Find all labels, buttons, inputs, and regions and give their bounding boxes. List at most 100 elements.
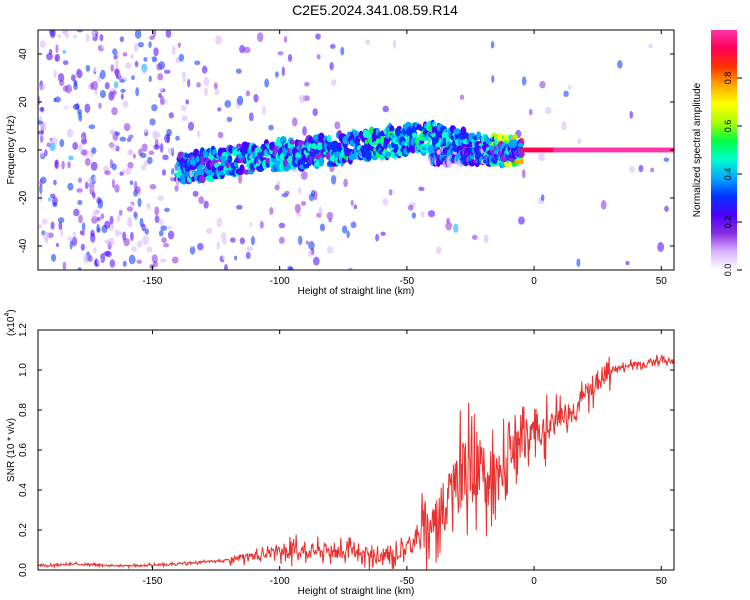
heatmap-cell [291,117,298,127]
heatmap-cell [154,215,160,224]
heatmap-cell [198,196,205,205]
heatmap-cell [134,30,142,39]
heatmap-cell [243,46,251,54]
heatmap-cell [226,116,233,123]
heatmap-cell [57,72,65,82]
heatmap-cell [521,76,527,86]
heatmap-cell [274,71,279,78]
heatmap-cell [201,65,208,74]
heatmap-cell [283,36,288,43]
heatmap-cell [220,232,227,241]
heatmap-cell [297,235,303,246]
heatmap-cell [39,257,47,265]
heatmap-cell [278,236,285,244]
heatmap-cell [305,240,309,245]
heatmap-cell [663,157,670,162]
spectrogram-chart: -150 -100 -50 0 50 -40 -20 0 20 40 Height of str… [6,29,742,297]
heatmap-cell [289,139,295,145]
heatmap-cell [96,64,102,74]
heatmap-cell [55,242,59,248]
heatmap-cell [66,128,74,138]
heatmap-cell [61,106,68,112]
heatmap-cell [293,172,298,181]
heatmap-cell [168,112,174,119]
heatmap-cell [96,223,100,233]
heatmap-cell [152,30,157,38]
heatmap-cell [330,79,337,86]
heatmap-cell [365,39,371,46]
heatmap-cell [236,204,243,210]
x-tick-label: -100 [270,276,290,287]
heatmap-cell [217,131,224,139]
heatmap-cell [91,192,96,199]
heatmap-cell [197,242,204,251]
heatmap-cell [128,254,136,265]
heatmap-cell [517,150,525,158]
heatmap-cell [39,152,45,157]
heatmap-cell [329,44,336,50]
snr-line [38,354,674,570]
heatmap-cell [67,161,71,169]
snr-multiplier-exp: 4 [4,313,11,317]
heatmap-cell [158,230,164,237]
heatmap-cell [79,230,84,235]
snr-multiplier-base: (x10 [6,316,17,336]
heatmap-cell [392,39,397,49]
heatmap-cell [518,159,524,165]
y-tick-label: 20 [18,96,29,108]
heatmap-cell [161,169,167,176]
heatmap-cell [196,130,201,138]
heatmap-cell [388,189,393,196]
heatmap-cell [160,225,168,231]
heatmap-cell [340,46,345,56]
heatmap-cell [328,218,332,223]
snr-x-axis: -150 -100 -50 0 50 [142,330,667,587]
heatmap-cell [213,82,218,90]
heatmap-cell [163,243,170,248]
heatmap-cell [88,124,96,130]
heatmap-cell [91,147,97,154]
x-tick-label: -50 [400,276,415,287]
heatmap-cell [160,181,166,188]
heatmap-cell [126,206,134,212]
heatmap-cell [380,231,386,236]
heatmap-cell [148,150,155,155]
heatmap-cell [490,40,495,49]
heatmap-cell [453,128,462,135]
heatmap-cell [350,221,357,229]
heatmap-cell [472,33,480,43]
heatmap-cell [171,256,179,264]
heatmap-cell [245,251,251,260]
x-tick-label: -50 [400,576,415,587]
heatmap-cell [144,228,150,235]
heatmap-cell [84,157,91,166]
heatmap-cell [172,34,180,39]
heatmap-cell [648,43,653,49]
heatmap-cell [129,180,134,186]
heatmap-cell [118,72,122,78]
heatmap-cell [42,121,47,132]
heatmap-cell [418,186,425,192]
y-tick-label: 0.6 [18,443,29,457]
heatmap-cell [391,142,396,149]
heatmap-cell [538,152,545,162]
heatmap-cell [239,45,246,54]
heatmap-cell [115,59,119,69]
heatmap-cell [286,163,293,170]
heatmap-cell [166,133,171,144]
heatmap-cell [304,81,310,87]
heatmap-cell [226,89,231,99]
heatmap-cell [77,177,82,184]
heatmap-x-label: Height of straight line (km) [298,286,415,297]
heatmap-cell [411,212,417,219]
colorbar-tick-label: 0.0 [723,264,733,277]
heatmap-cell [131,75,135,81]
heatmap-cell [62,49,67,54]
heatmap-cell [148,75,152,83]
heatmap-cell [61,30,69,35]
heatmap-cell [518,143,524,148]
heatmap-cell [382,198,389,206]
colorbar-tick-label: 0.6 [723,120,733,133]
heatmap-cell [136,259,142,264]
heatmap-cell [167,230,175,240]
